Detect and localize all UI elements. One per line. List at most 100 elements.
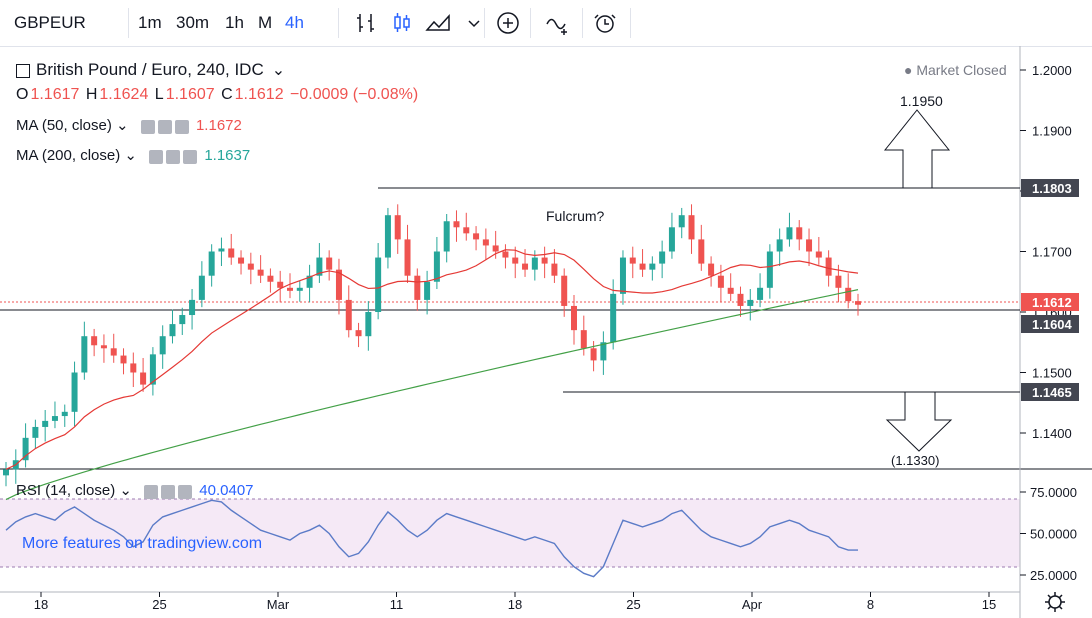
candle-body (414, 275, 421, 300)
candle-body (257, 269, 264, 276)
candle-body (169, 324, 176, 337)
tradingview-watermark[interactable]: More features on tradingview.com (22, 535, 263, 552)
area-chart-icon[interactable] (424, 9, 452, 37)
high-value: 1.1624 (99, 86, 149, 103)
gear-icon[interactable] (161, 484, 176, 499)
time-tick-label: Apr (742, 597, 763, 612)
candles-chart-icon[interactable] (388, 9, 416, 37)
alarm-clock-icon[interactable] (592, 9, 620, 37)
rsi-axis[interactable]: 75.0000 50.0000 25.0000 (1020, 485, 1077, 583)
time-tick-label: 25 (626, 597, 640, 612)
candle-body (424, 281, 431, 300)
symbol-search[interactable]: GBPEUR (14, 13, 86, 32)
candle-body (238, 257, 245, 264)
last-price-label: 1.1612 (1032, 295, 1072, 310)
candle-body (326, 257, 333, 270)
candle-body (22, 437, 29, 461)
time-tick-label: 8 (867, 597, 874, 612)
rsi-controls[interactable] (144, 483, 195, 500)
fulcrum-label[interactable]: Fulcrum? (546, 208, 605, 224)
ma50-label: MA (50, close) (16, 117, 112, 134)
candle-body (218, 248, 225, 252)
down-target-arrow[interactable] (885, 391, 953, 452)
close-icon[interactable] (174, 119, 189, 134)
candle-body (198, 275, 205, 300)
candle-body (590, 348, 597, 361)
price-tick-label: 1.1700 (1032, 245, 1072, 260)
resistance-price-box (1021, 179, 1079, 197)
candle-body (179, 315, 186, 325)
rsi-tick-label: 25.0000 (1030, 568, 1077, 583)
interval-1m[interactable]: 1m (138, 13, 162, 32)
symbol-legend[interactable]: British Pound / Euro, 240, IDC ⌄ (16, 60, 285, 80)
candle-body (571, 305, 577, 331)
toolbar-divider (630, 8, 631, 38)
close-icon[interactable] (178, 484, 193, 499)
time-tick-label: 15 (982, 597, 996, 612)
market-status-text: Market Closed (916, 62, 1007, 78)
chevron-down-icon[interactable]: ⌄ (124, 147, 137, 164)
collapse-icon[interactable] (16, 63, 30, 78)
low-label: L (154, 86, 164, 103)
interval-month[interactable]: M (258, 13, 273, 32)
candle-body (825, 257, 832, 276)
eye-icon[interactable] (140, 119, 155, 134)
candle-body (727, 287, 734, 294)
candle-body (51, 416, 58, 421)
status-dot-icon: ● (904, 62, 913, 78)
chevron-down-icon[interactable]: ⌄ (116, 117, 129, 134)
candle-body (688, 215, 695, 240)
candle-body (796, 227, 803, 240)
settings-gear-icon[interactable] (1045, 592, 1065, 612)
ma50-controls[interactable] (140, 118, 192, 135)
chevron-down-icon[interactable]: ⌄ (119, 482, 132, 499)
ma50-line (5, 249, 859, 470)
time-tick-label: 18 (508, 597, 522, 612)
candle-body (610, 293, 617, 343)
candle-body (668, 227, 675, 252)
chevron-down-icon[interactable]: ⌄ (271, 62, 286, 79)
support-price-box (1021, 383, 1079, 401)
compare-icon[interactable] (544, 9, 572, 37)
interval-4h[interactable]: 4h (285, 13, 304, 32)
candle-body (365, 312, 372, 337)
up-target-arrow[interactable] (883, 109, 951, 189)
candle-body (698, 239, 705, 264)
price-tick-label: 1.1400 (1032, 426, 1072, 441)
bars-chart-icon[interactable] (352, 9, 380, 37)
close-icon[interactable] (183, 149, 198, 164)
interval-1h[interactable]: 1h (225, 13, 244, 32)
candle-body (316, 257, 323, 276)
candle-body (659, 251, 666, 264)
candle-body (32, 426, 39, 438)
target-down-label[interactable]: (1.1330) (891, 453, 939, 468)
candle-body (130, 363, 137, 373)
time-axis[interactable]: 18 25 Mar 11 18 25 Apr 8 15 (34, 592, 996, 612)
target-up-label[interactable]: 1.1950 (900, 93, 943, 109)
gear-icon[interactable] (166, 149, 181, 164)
candle-body (541, 257, 548, 264)
rsi-line (5, 499, 858, 578)
candle-body (482, 239, 489, 246)
ma200-controls[interactable] (149, 148, 200, 165)
interval-30m[interactable]: 30m (176, 13, 210, 32)
ma200-legend[interactable]: MA (200, close) ⌄ 1.1637 (16, 146, 250, 165)
eye-icon[interactable] (144, 484, 159, 499)
candle-body (502, 251, 509, 258)
change-value: −0.0009 (−0.08%) (290, 86, 419, 103)
ohlc-legend: O 1.1617 H 1.1624 L 1.1607 C 1.1612 −0.0009 … (16, 86, 420, 104)
price-tick-label: 1.2000 (1032, 63, 1072, 78)
chevron-down-icon[interactable] (460, 9, 488, 37)
eye-icon[interactable] (149, 149, 164, 164)
rsi-legend[interactable]: RSI (14, close) ⌄ 40.0407 (16, 481, 254, 500)
support-price-label: 1.1465 (1032, 385, 1072, 400)
add-indicator-icon[interactable] (494, 9, 522, 37)
candle-body (629, 257, 636, 264)
candle-body (639, 263, 646, 270)
candle-body (42, 420, 49, 427)
rsi-band (0, 499, 1020, 567)
gear-icon[interactable] (157, 119, 172, 134)
rsi-tick-label: 75.0000 (1030, 485, 1077, 500)
ma50-legend[interactable]: MA (50, close) ⌄ 1.1672 (16, 116, 242, 135)
